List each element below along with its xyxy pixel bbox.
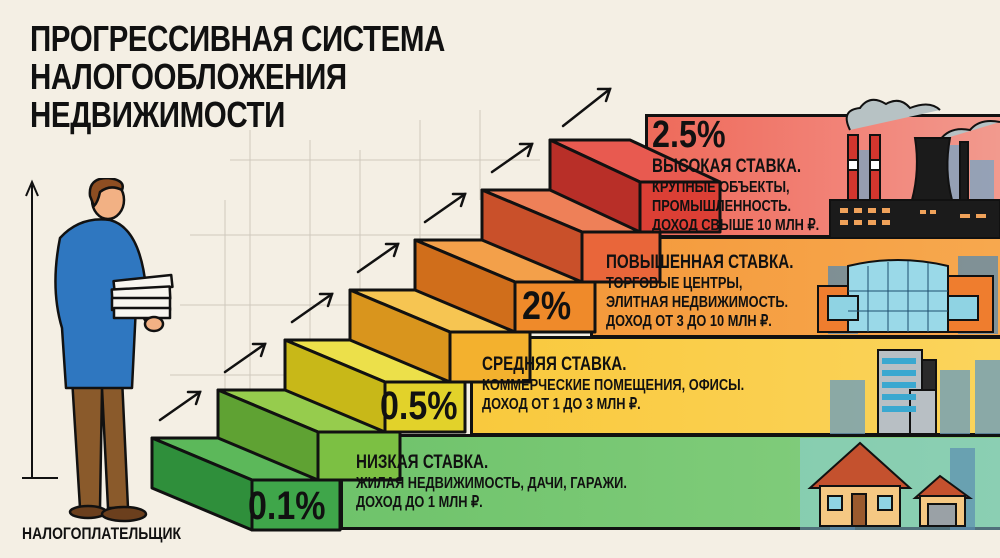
rate-medium-heading: СРЕДНЯЯ СТАВКА.: [482, 354, 627, 375]
rate-elevated-line-1: ТОРГОВЫЕ ЦЕНТРЫ,: [606, 275, 743, 292]
rate-high-line-1: КРУПНЫЕ ОБЪЕКТЫ,: [652, 179, 790, 196]
taxpayer-label: НАЛОГОПЛАТЕЛЬЩИК: [22, 524, 182, 543]
rate-high-description: ВЫСОКАЯ СТАВКА. КРУПНЫЕ ОБЪЕКТЫ, ПРОМЫШЛ…: [652, 156, 819, 235]
rate-elevated-description: ПОВЫШЕННАЯ СТАВКА. ТОРГОВЫЕ ЦЕНТРЫ, ЭЛИТ…: [606, 252, 793, 331]
rate-high-line-2: ПРОМЫШЛЕННОСТЬ.: [652, 198, 792, 215]
rate-elevated-percent: 2%: [522, 284, 572, 328]
taxpayer-figure-icon: [54, 178, 174, 523]
rate-elevated-heading: ПОВЫШЕННАЯ СТАВКА.: [606, 252, 794, 273]
page-title: ПРОГРЕССИВНАЯ СИСТЕМА НАЛОГООБЛОЖЕНИЯ НЕ…: [30, 20, 445, 134]
rate-low-heading: НИЗКАЯ СТАВКА.: [356, 452, 489, 473]
office-building-icon: [830, 349, 1000, 434]
factory-icon: [829, 98, 1000, 238]
title-line-1: ПРОГРЕССИВНАЯ СИСТЕМА: [30, 18, 445, 59]
rate-medium-description: СРЕДНЯЯ СТАВКА. КОММЕРЧЕСКИЕ ПОМЕЩЕНИЯ, …: [482, 354, 744, 414]
rate-low-description: НИЗКАЯ СТАВКА. ЖИЛАЯ НЕДВИЖИМОСТЬ, ДАЧИ,…: [356, 452, 627, 512]
rate-elevated-line-2: ЭЛИТНАЯ НЕДВИЖИМОСТЬ.: [606, 294, 789, 311]
rate-high-line-3: ДОХОД СВЫШЕ 10 МЛН ₽.: [652, 217, 820, 234]
shopping-center-icon: [817, 256, 998, 334]
house-garage-icon: [800, 438, 1000, 530]
title-line-3: НЕДВИЖИМОСТИ: [30, 94, 285, 135]
rate-elevated-line-3: ДОХОД ОТ 3 ДО 10 МЛН ₽.: [606, 313, 772, 330]
rate-high-percent: 2.5%: [652, 114, 726, 156]
rate-medium-line-2: ДОХОД ОТ 1 ДО 3 МЛН ₽.: [482, 396, 641, 413]
rate-medium-percent: 0.5%: [380, 384, 458, 428]
rate-low-line-2: ДОХОД ДО 1 МЛН ₽.: [356, 494, 483, 511]
rate-low-percent: 0.1%: [248, 484, 326, 528]
rate-medium-line-1: КОММЕРЧЕСКИЕ ПОМЕЩЕНИЯ, ОФИСЫ.: [482, 377, 745, 394]
rate-high-heading: ВЫСОКАЯ СТАВКА.: [652, 156, 802, 177]
rate-low-line-1: ЖИЛАЯ НЕДВИЖИМОСТЬ, ДАЧИ, ГАРАЖИ.: [356, 475, 627, 492]
title-line-2: НАЛОГООБЛОЖЕНИЯ: [30, 56, 347, 97]
